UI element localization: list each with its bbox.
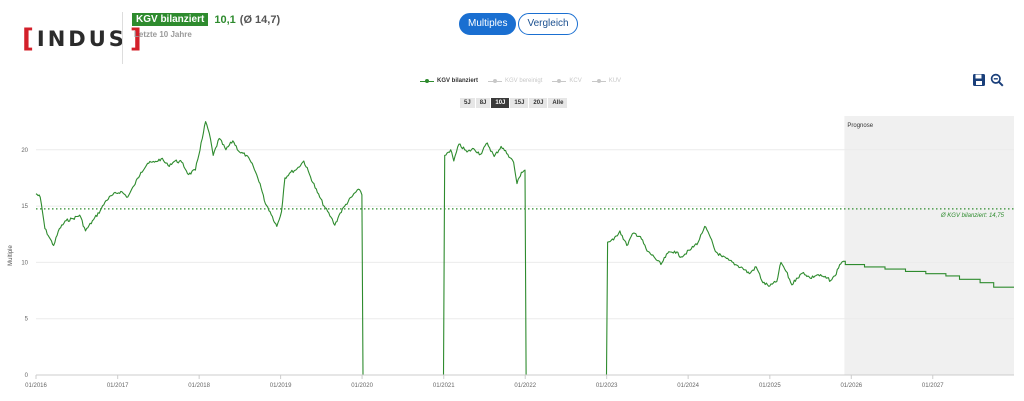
logo-left-bracket: [	[22, 24, 34, 54]
range-button-10j[interactable]: 10J	[491, 98, 510, 108]
y-axis-label: Multiple	[8, 245, 14, 266]
metric-summary: KGV bilanziert 10,1 (Ø 14,7)	[132, 13, 280, 26]
y-tick-label: 20	[21, 148, 28, 154]
x-tick-label: 01/2025	[759, 383, 781, 389]
legend-item-kuv[interactable]: KUV	[591, 78, 622, 84]
header-divider	[122, 12, 123, 64]
tab-vergleich[interactable]: Vergleich	[518, 13, 578, 35]
range-button-15j[interactable]: 15J	[510, 98, 529, 108]
x-tick-label: 01/2017	[107, 383, 129, 389]
save-icon[interactable]	[972, 73, 986, 87]
x-tick-label: 01/2024	[677, 383, 699, 389]
y-tick-label: 5	[25, 317, 29, 323]
period-subtitle: Letzte 10 Jahre	[134, 30, 192, 39]
x-tick-label: 01/2027	[922, 383, 944, 389]
tab-multiples[interactable]: Multiples	[459, 13, 517, 35]
average-label: Ø KGV bilanziert: 14,75	[940, 213, 1005, 219]
chart-tools	[972, 73, 1004, 87]
range-button-5j[interactable]: 5J	[460, 98, 475, 108]
range-button-20j[interactable]: 20J	[529, 98, 548, 108]
legend-label: KUV	[608, 78, 622, 84]
zoom-out-icon[interactable]	[990, 73, 1004, 87]
x-tick-label: 01/2021	[433, 383, 455, 389]
legend-label: KGV bereinigt	[505, 78, 543, 84]
x-tick-label: 01/2019	[270, 383, 292, 389]
y-axis-ticks: 0 5 10 15 20	[21, 148, 28, 379]
metric-badge: KGV bilanziert	[132, 13, 209, 26]
range-button-8j[interactable]: 8J	[475, 98, 491, 108]
series-line-prognose	[843, 260, 1014, 288]
view-tabs: Multiples Vergleich	[459, 13, 578, 35]
x-tick-label: 01/2020	[351, 383, 373, 389]
x-tick-label: 01/2026	[840, 383, 862, 389]
x-tick-label: 01/2023	[596, 383, 618, 389]
y-tick-label: 10	[21, 260, 28, 266]
x-tick-label: 01/2018	[188, 383, 210, 389]
logo-text: INDUS	[36, 27, 127, 51]
x-tick-label: 01/2022	[514, 383, 536, 389]
legend-line-marker-icon	[552, 78, 567, 84]
legend-line-marker-icon	[591, 78, 606, 84]
series-line-kgv-bilanziert	[35, 121, 844, 376]
legend-line-marker-icon	[488, 78, 503, 84]
legend-item-kgv-bereinigt[interactable]: KGV bereinigt	[488, 78, 542, 84]
chart-legend: KGV bilanziert KGV bereinigt KCV KUV	[420, 78, 621, 84]
legend-line-marker-icon	[420, 78, 434, 84]
legend-item-kgv-bilanziert[interactable]: KGV bilanziert	[420, 78, 478, 84]
logo-right-bracket: ]	[129, 24, 142, 54]
metric-value: 10,1	[214, 13, 236, 26]
forecast-label: Prognose	[847, 123, 873, 129]
metric-average: (Ø 14,7)	[239, 13, 281, 26]
legend-item-kcv[interactable]: KCV	[552, 78, 582, 84]
range-selector: 5J 8J 10J 15J 20J Alle	[460, 98, 568, 108]
legend-label: KGV bilanziert	[437, 78, 479, 84]
x-axis-ticks: 01/2016 01/2017 01/2018 01/2019 01/2020 01/20…	[25, 375, 944, 389]
x-tick-label: 01/2016	[25, 383, 47, 389]
range-button-alle[interactable]: Alle	[548, 98, 568, 108]
y-tick-label: 15	[21, 204, 28, 210]
y-tick-label: 0	[25, 373, 29, 379]
company-logo: [ INDUS ]	[22, 24, 142, 54]
forecast-band	[844, 116, 1014, 375]
legend-label: KCV	[569, 78, 582, 84]
